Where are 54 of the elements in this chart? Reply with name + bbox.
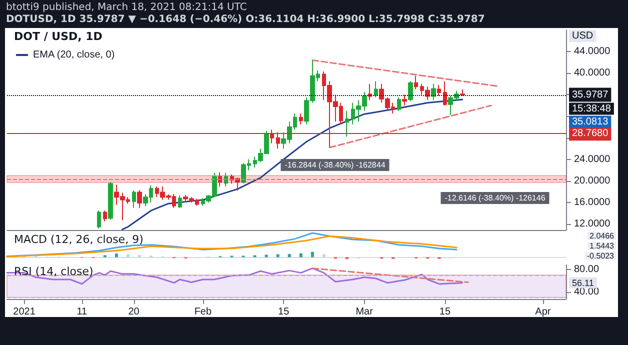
line-series <box>6 268 464 285</box>
y-tick-label: 24.0000 <box>574 154 611 165</box>
text: USD <box>572 30 594 42</box>
candlestick <box>103 210 107 222</box>
text: DOTUSD, 1D 35.9787 ▼ −0.1648 (−0.46%) O:36.1104 H:36.9900 L:35.7998 C:35.9787 <box>6 14 485 26</box>
candlestick <box>132 190 136 208</box>
text: 1.5443 <box>590 242 615 250</box>
y-tick-label: 12.0000 <box>574 218 611 230</box>
x-tick-label: Mar <box>356 306 374 318</box>
chart-title: DOT / USD, 1D <box>14 30 102 43</box>
legend-label: EMA (20, close, 0) <box>33 50 115 60</box>
y-tick-label: 80.00 <box>574 264 600 275</box>
y-tick-label: 20.0000 <box>574 175 611 186</box>
y-tick-label: 40.0000 <box>574 68 611 79</box>
y-tick-label: 16.0000 <box>574 197 611 208</box>
candlestick <box>276 132 280 150</box>
candlestick <box>108 182 113 220</box>
chart-title: MACD (12, 26, close, 9) <box>14 233 144 246</box>
text: 35.0813 <box>572 116 609 128</box>
x-tick-label: 11 <box>76 306 88 318</box>
x-tick-label: 15 <box>278 306 290 318</box>
annotation: -16.2844 (-38.40%) -162844 <box>284 160 386 170</box>
candlestick <box>270 129 274 144</box>
candlestick <box>408 80 413 102</box>
text: -0.5023 <box>586 252 615 260</box>
x-tick-label: 15 <box>439 306 451 318</box>
ref-line-label: 28.7680 <box>572 128 609 140</box>
candlestick <box>178 195 182 208</box>
x-tick-label: Apr <box>535 306 552 318</box>
x-tick-label: Feb <box>194 306 212 318</box>
ref-line-label: 35.9787 <box>572 89 609 100</box>
candlestick <box>368 83 372 101</box>
text: 2.0466 <box>590 232 615 240</box>
candlestick <box>345 110 349 138</box>
text: btotti9 published, March 18, 2021 08:21:14 UTC <box>6 2 248 14</box>
candlestick <box>299 113 303 125</box>
text: 15:38:48 <box>572 103 612 114</box>
annotation: -12.6146 (-38.40%) -126146 <box>444 194 546 202</box>
candlestick <box>402 94 407 106</box>
candlestick <box>218 172 222 187</box>
candlestick <box>224 172 228 187</box>
candlestick <box>137 190 142 208</box>
candlestick <box>431 83 436 101</box>
candlestick <box>397 96 401 112</box>
candlestick <box>437 84 441 96</box>
candlestick <box>97 210 101 229</box>
x-tick-label: 20 <box>128 306 140 318</box>
x-tick-label: 2021 <box>13 306 36 318</box>
candlestick <box>414 75 418 90</box>
y-tick-label: 44.0000 <box>574 46 611 58</box>
annotation: 56.11 <box>572 278 594 288</box>
candlestick <box>374 80 378 98</box>
candlestick <box>443 80 447 106</box>
candlestick <box>460 88 465 96</box>
